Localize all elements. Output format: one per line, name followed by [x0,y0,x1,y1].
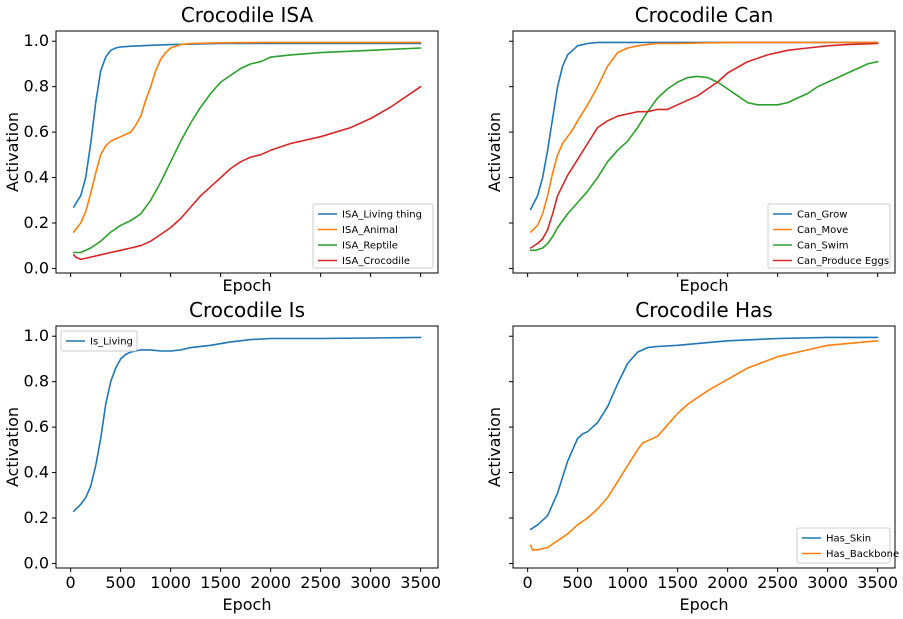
x-axis-label: Epoch [223,276,272,295]
legend: Is_Living [60,330,138,352]
x-tick-label: 3500 [400,573,441,592]
legend-box [60,330,138,352]
y-tick-label: 0.0 [24,553,49,572]
chart-panel-2: Crocodile CanEpochActivationCan_GrowCan_… [485,3,896,295]
legend: Can_Grow Can_Move Can_Swim Can_Produce Eggs [767,203,891,269]
chart-title: Crocodile ISA [181,3,314,27]
x-tick-label: 3000 [807,573,848,592]
x-tick-label: 2500 [757,573,798,592]
series-line-is-living [72,336,422,513]
series-line-isa-reptile [72,47,422,254]
legend-label: Can_Grow [797,210,847,221]
y-tick-label: 0.6 [24,122,49,141]
series-line-can-move [529,41,879,233]
legend: Has_Skin Has_Backbone [796,527,899,564]
y-tick-label: 0.8 [24,372,49,391]
x-tick-label: 0 [523,573,533,592]
x-tick-label: 1500 [657,573,698,592]
legend-label: ISA_Living thing [342,210,422,221]
legend: ISA_Living thing ISA_Animal ISA_Reptile ISA… [312,203,434,269]
x-tick-label: 1000 [607,573,648,592]
x-tick-label: 2000 [250,573,291,592]
chart-title: Crocodile Has [635,298,772,322]
legend-label: Has_Backbone [826,549,899,560]
legend-label: Can_Produce Eggs [797,256,889,267]
y-tick-label: 0.0 [24,258,49,277]
plot-frame [55,325,439,569]
x-tick-label: 3500 [857,573,898,592]
legend-label: Has_Skin [826,534,871,545]
chart-title: Crocodile Can [635,3,774,27]
x-tick-label: 2000 [707,573,748,592]
series-line-isa-living-thing [72,42,422,208]
legend-box [312,203,434,269]
y-tick-label: 0.8 [24,77,49,96]
y-axis-label: Activation [485,112,504,192]
x-axis-label: Epoch [223,595,272,614]
x-tick-label: 1000 [150,573,191,592]
series-line-has-skin [529,336,879,531]
x-tick-label: 1500 [200,573,241,592]
y-tick-label: 0.2 [24,213,49,232]
x-axis-label: Epoch [680,595,729,614]
legend-label: Is_Living [90,337,133,348]
x-tick-label: 3000 [350,573,391,592]
x-tick-label: 0 [66,573,76,592]
series-line-can-produce-eggs [529,42,879,249]
y-tick-label: 1.0 [24,326,49,345]
y-tick-label: 0.4 [24,168,49,187]
y-tick-label: 0.6 [24,417,49,436]
x-axis-label: Epoch [680,276,729,295]
x-tick-label: 500 [562,573,593,592]
legend-label: Can_Swim [797,241,849,252]
series-line-has-backbone [529,339,879,551]
chart-title: Crocodile Is [189,298,305,322]
legend-label: ISA_Reptile [342,241,398,252]
series-line-can-swim [529,60,879,252]
chart-panel-4: Crocodile Has 0 500 1000 1500 2000 2500 3000 350… [485,298,899,614]
chart-panel-3: Crocodile Is 0.0 0.2 0.4 0.6 0.8 1.0 0 500 1000 15… [3,298,441,614]
legend-box [767,203,891,269]
x-tick-label: 2500 [300,573,341,592]
y-tick-label: 0.4 [24,463,49,482]
y-axis-label: Activation [3,407,22,487]
x-tick-label: 500 [105,573,136,592]
series-line-isa-animal [72,41,422,233]
y-tick-label: 1.0 [24,31,49,50]
legend-label: ISA_Animal [342,225,398,236]
chart-panel-1: Crocodile ISA 0.0 0.2 0.4 0.6 0.8 1.0 Epoch Acti… [3,3,439,295]
y-tick-label: 0.2 [24,508,49,527]
y-axis-label: Activation [3,112,22,192]
series-line-isa-crocodile [72,85,422,261]
y-axis-label: Activation [485,407,504,487]
legend-label: ISA_Crocodile [342,256,410,267]
legend-label: Can_Move [797,225,848,236]
